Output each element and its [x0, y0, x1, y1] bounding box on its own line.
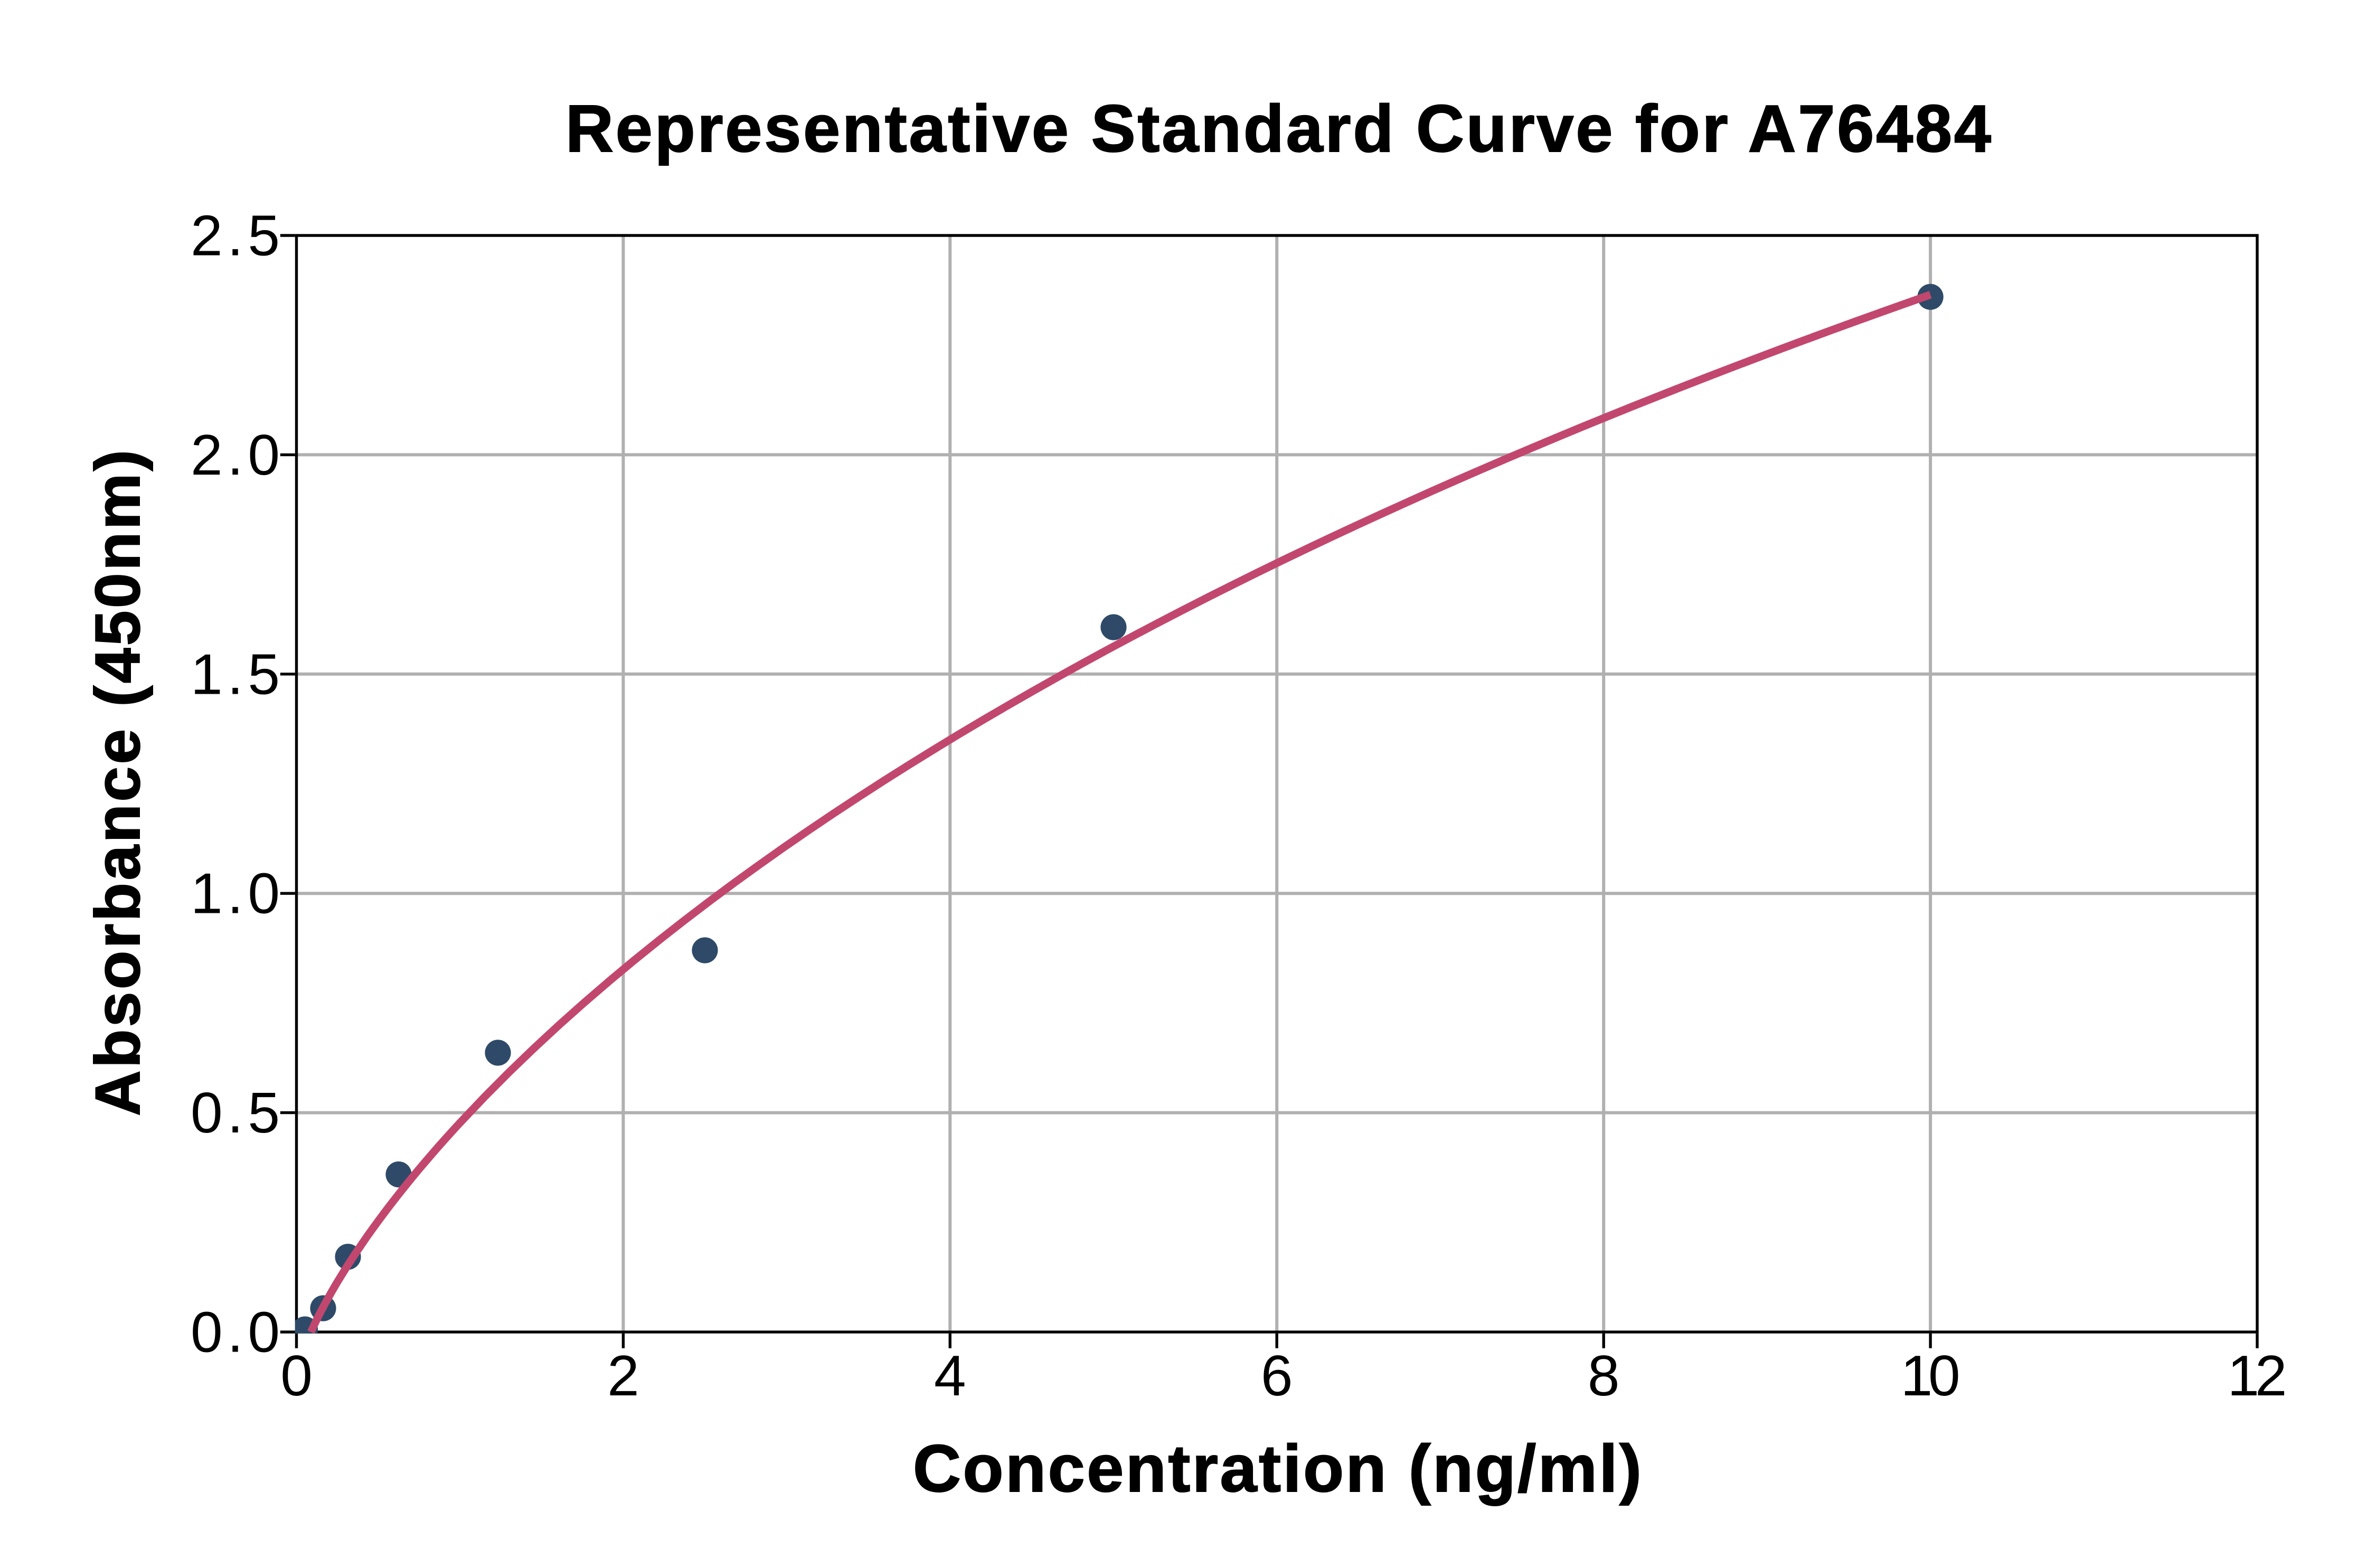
svg-text:Absorbance (450nm): Absorbance (450nm) — [82, 450, 153, 1116]
svg-text:1.0: 1.0 — [191, 862, 280, 926]
svg-text:Concentration (ng/ml): Concentration (ng/ml) — [913, 1431, 1642, 1506]
svg-text:2.0: 2.0 — [191, 423, 280, 487]
svg-text:10: 10 — [1901, 1344, 1960, 1408]
svg-text:4: 4 — [934, 1344, 966, 1408]
svg-text:Representative Standard Curve: Representative Standard Curve for A76484 — [565, 91, 1991, 166]
svg-text:0.5: 0.5 — [191, 1081, 280, 1145]
svg-text:6: 6 — [1261, 1344, 1293, 1408]
svg-text:2.5: 2.5 — [191, 204, 280, 268]
svg-text:2: 2 — [607, 1344, 639, 1408]
svg-text:0.0: 0.0 — [191, 1300, 280, 1365]
svg-text:1.5: 1.5 — [191, 642, 280, 706]
svg-text:8: 8 — [1588, 1344, 1620, 1408]
svg-text:0: 0 — [280, 1344, 313, 1408]
svg-text:12: 12 — [2228, 1344, 2287, 1408]
